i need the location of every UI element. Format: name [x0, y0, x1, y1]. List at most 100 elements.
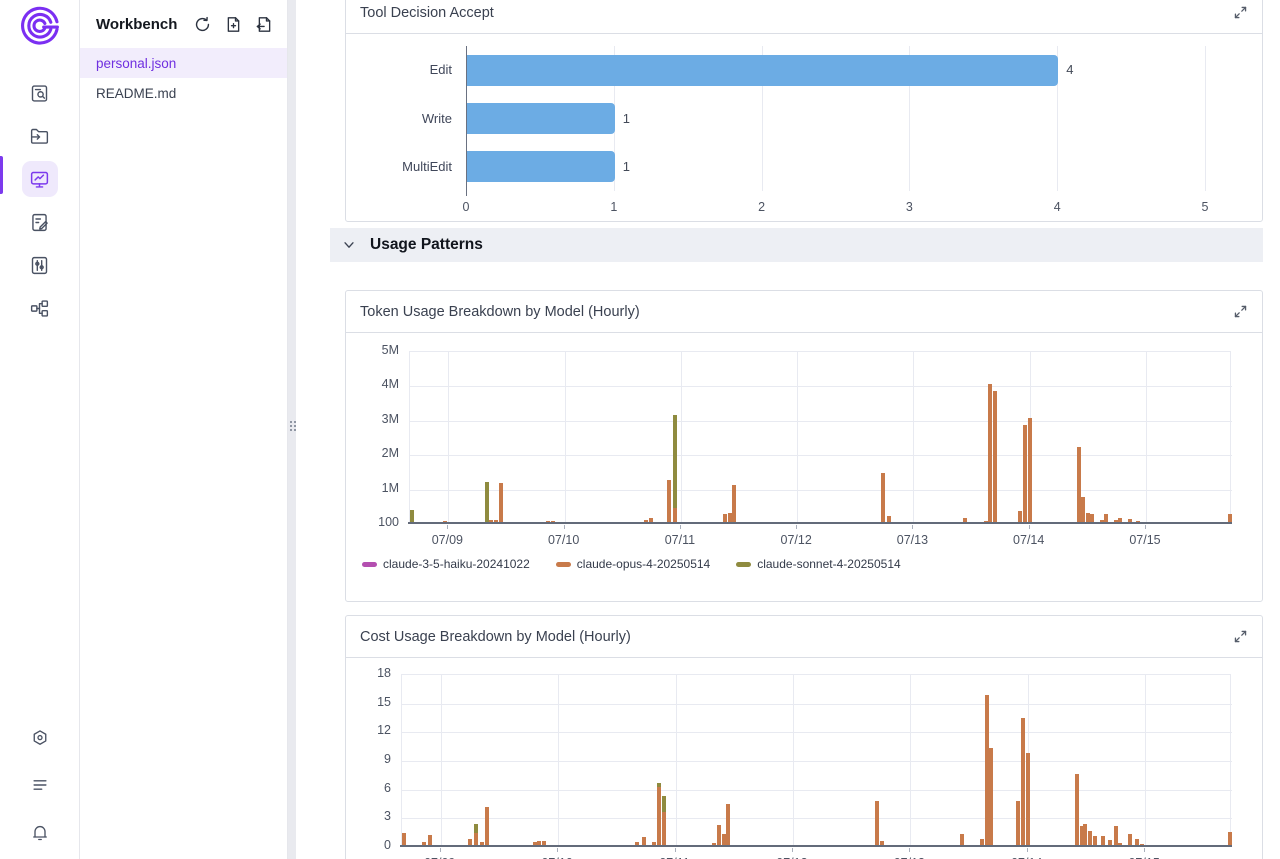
file-row-readme-md[interactable]: README.md: [80, 78, 287, 108]
bar-segment: [1075, 774, 1080, 846]
rail-bottom: [25, 723, 55, 847]
x-tick-label: 07/11: [645, 856, 705, 859]
bar-segment: [657, 782, 662, 787]
tool-decision-card: Tool Decision Accept 0 1 2 3 4 5 Edit 4 Write 1 Mu…: [345, 0, 1263, 222]
bar-segment: [1083, 824, 1088, 846]
bar-segment: [648, 517, 653, 523]
value-label: 1: [622, 158, 631, 174]
legend-item[interactable]: claude-3-5-haiku-20241022: [362, 557, 530, 571]
bar-segment: [422, 841, 427, 846]
bar: [467, 54, 1059, 86]
legend-item[interactable]: claude-opus-4-20250514: [555, 557, 710, 571]
expand-button[interactable]: [1233, 304, 1248, 319]
y-tick-label: 4M: [381, 377, 399, 392]
bar-segment: [1081, 497, 1086, 523]
legend-item[interactable]: claude-sonnet-4-20250514: [736, 557, 901, 571]
x-tick-mark: [1026, 848, 1028, 852]
x-tick-mark: [557, 848, 559, 852]
bar-segment: [428, 834, 433, 846]
main-scroll-area[interactable]: Tool Decision Accept 0 1 2 3 4 5 Edit 4 Write 1 Mu…: [296, 0, 1280, 859]
bar-segment: [1090, 514, 1095, 523]
sidebar-item-folder-import[interactable]: [22, 118, 58, 154]
cost-usage-card-header: Cost Usage Breakdown by Model (Hourly): [346, 616, 1262, 658]
sidebar-item-analytics[interactable]: [21, 161, 58, 197]
gridline: [1145, 675, 1147, 847]
bar-segment: [1023, 424, 1028, 523]
section-usage-patterns[interactable]: Usage Patterns: [330, 228, 1263, 262]
bar-segment: [652, 841, 657, 846]
value-label: 4: [1066, 62, 1074, 78]
token-usage-card: Token Usage Breakdown by Model (Hourly) …: [345, 290, 1263, 602]
bar-segment: [989, 747, 994, 846]
cost-usage-chart: 0 3 6 9 12 15 18 07/09 07/10 07/11 07/12 07/13 07/14…: [346, 658, 1262, 859]
refresh-icon: [196, 16, 210, 31]
x-tick-mark: [1028, 525, 1030, 529]
plot-area: [401, 674, 1232, 847]
file-import-button[interactable]: [253, 13, 276, 36]
legend-swatch: [736, 561, 752, 567]
bar-segment: [959, 834, 964, 846]
chart-title: Cost Usage Breakdown by Model (Hourly): [360, 628, 631, 645]
x-tick-label: 07/12: [780, 533, 812, 547]
bar-segment: [542, 841, 547, 846]
sidebar-item-sliders[interactable]: [22, 247, 58, 283]
plot-area: [409, 351, 1232, 524]
gridline: [440, 675, 442, 847]
x-tick-label: 07/12: [762, 856, 822, 859]
x-tick-label: 3: [905, 200, 913, 214]
chevron-down-icon: [342, 238, 356, 252]
sidebar-item-flow-tree[interactable]: [22, 290, 58, 326]
panel-resize-handle[interactable]: [288, 0, 296, 859]
bar-segment: [1016, 801, 1021, 846]
bar-segment: [1099, 519, 1104, 523]
file-edit-icon: [32, 213, 48, 231]
icon-rail: [0, 0, 80, 859]
y-tick-label: 15: [377, 694, 391, 709]
y-tick-label: 18: [377, 666, 391, 680]
legend-swatch: [555, 561, 571, 567]
bar-segment: [1227, 514, 1232, 523]
x-tick-label: 5: [1201, 200, 1209, 214]
sidebar-item-file-edit[interactable]: [22, 204, 58, 240]
bar-segment: [1127, 833, 1132, 846]
x-axis-line: [400, 845, 1232, 847]
new-file-icon: [228, 16, 240, 32]
bar-segment: [661, 796, 666, 812]
expand-button[interactable]: [1233, 5, 1248, 20]
brand-logo[interactable]: [18, 3, 62, 47]
sidebar-item-settings[interactable]: [25, 723, 55, 753]
refresh-button[interactable]: [191, 13, 214, 36]
bar-segment: [881, 473, 886, 523]
gridline: [564, 352, 566, 524]
token-usage-card-header: Token Usage Breakdown by Model (Hourly): [346, 291, 1262, 333]
bar-segment: [1134, 839, 1139, 846]
gridline: [402, 789, 1232, 791]
sidebar-item-notifications[interactable]: [25, 817, 55, 847]
category-label: MultiEdit: [402, 158, 452, 174]
bar-segment: [1018, 510, 1023, 523]
bar-segment: [410, 509, 415, 522]
bar-segment: [1118, 517, 1123, 523]
sidebar-item-logs[interactable]: [25, 770, 55, 800]
bar-segment: [1227, 831, 1232, 846]
panel-title: Workbench: [96, 15, 178, 33]
x-tick-label: 07/10: [527, 856, 587, 859]
chart-title: Tool Decision Accept: [360, 4, 494, 21]
bar-segment: [721, 833, 726, 846]
x-tick-mark: [679, 525, 681, 529]
file-row-personal-json[interactable]: personal.json: [80, 48, 287, 78]
new-file-button[interactable]: [222, 13, 245, 36]
bar-segment: [641, 837, 646, 846]
folder-import-icon: [30, 128, 49, 144]
gridline: [675, 675, 677, 847]
bar-segment: [673, 507, 678, 523]
token-usage-chart: 100 1M 2M 3M 4M 5M 07/09 07/10 07/11 07/12 07/13 07…: [346, 333, 1262, 602]
gridline: [410, 386, 1232, 388]
bar-segment: [1079, 825, 1084, 846]
sidebar-item-file-search[interactable]: [22, 75, 58, 111]
nav-list: [21, 75, 58, 326]
bar-segment: [498, 483, 503, 523]
gridline: [797, 352, 799, 524]
expand-button[interactable]: [1233, 629, 1248, 644]
bar-segment: [716, 824, 721, 846]
